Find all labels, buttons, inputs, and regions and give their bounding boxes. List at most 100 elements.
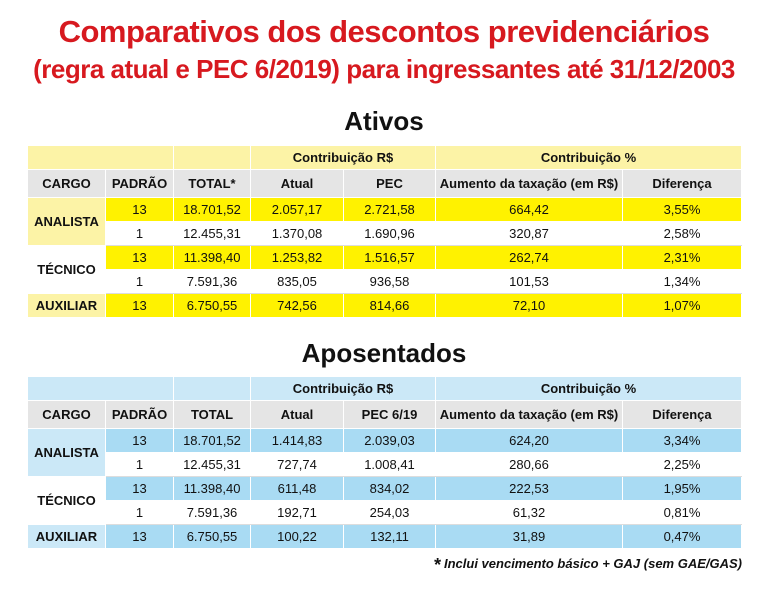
column-header: Aumento da taxação (em R$) xyxy=(435,169,623,198)
padrao-cell: 1 xyxy=(105,269,174,294)
total-cell: 6.750,55 xyxy=(173,293,251,318)
total-cell: 7.591,36 xyxy=(173,269,251,294)
pec-cell: 1.690,96 xyxy=(343,221,436,246)
table-row: ANALISTA 13 18.701,52 2.057,17 2.721,58 664,4… xyxy=(27,197,742,246)
footnote: * Inclui vencimento básico + GAJ (sem GA… xyxy=(433,555,742,576)
pec-cell: 936,58 xyxy=(343,269,436,294)
padrao-cell: 1 xyxy=(105,452,174,477)
diferenca-cell: 2,31% xyxy=(622,245,742,270)
diferenca-cell: 3,34% xyxy=(622,428,742,453)
table-row: 1 7.591,36 192,71 254,03 61,32 0,81% xyxy=(28,500,742,525)
ativos-heading: Ativos xyxy=(344,106,424,136)
cargo-cell: TÉCNICO xyxy=(27,245,106,294)
table-row: 1 12.455,31 1.370,08 1.690,96 320,87 2,58% xyxy=(28,221,742,246)
blank-header xyxy=(27,376,174,401)
aumento-cell: 61,32 xyxy=(435,500,623,525)
column-header: CARGO xyxy=(27,400,106,429)
aumento-cell: 262,74 xyxy=(435,245,623,270)
column-header: PEC xyxy=(343,169,436,198)
padrao-cell: 1 xyxy=(105,500,174,525)
atual-cell: 727,74 xyxy=(250,452,344,477)
footnote-mark: * xyxy=(433,555,441,575)
atual-cell: 1.414,83 xyxy=(250,428,344,453)
atual-cell: 742,56 xyxy=(250,293,344,318)
atual-cell: 611,48 xyxy=(250,476,344,501)
column-header: PADRÃO xyxy=(105,400,174,429)
column-header: Diferença xyxy=(622,169,742,198)
aumento-cell: 624,20 xyxy=(435,428,623,453)
ativos-table: Contribuição R$ Contribuição % CARGO PADRÃO… xyxy=(27,145,742,318)
aumento-cell: 280,66 xyxy=(435,452,623,477)
title-line-2: (regra atual e PEC 6/2019) para ingressa… xyxy=(33,54,735,84)
table-row: 1 12.455,31 727,74 1.008,41 280,66 2,25% xyxy=(28,452,742,477)
blank-header xyxy=(27,145,174,170)
blank-header xyxy=(173,376,251,401)
diferenca-cell: 1,07% xyxy=(622,293,742,318)
table-row: 1 7.591,36 835,05 936,58 101,53 1,34% xyxy=(28,269,742,294)
atual-cell: 1.253,82 xyxy=(250,245,344,270)
cargo-cell: AUXILIAR xyxy=(27,524,106,549)
cargo-cell: AUXILIAR xyxy=(27,293,106,318)
atual-cell: 192,71 xyxy=(250,500,344,525)
title-line-1: Comparativos dos descontos previdenciári… xyxy=(58,14,710,49)
column-header: Diferença xyxy=(622,400,742,429)
aumento-cell: 31,89 xyxy=(435,524,623,549)
blank-header xyxy=(173,145,251,170)
padrao-cell: 13 xyxy=(105,476,174,501)
column-header: Atual xyxy=(250,400,344,429)
atual-cell: 2.057,17 xyxy=(250,197,344,222)
total-cell: 7.591,36 xyxy=(173,500,251,525)
column-header-row: CARGO PADRÃO TOTAL* Atual PEC Aumento da taxa… xyxy=(27,169,742,198)
group-header-rs: Contribuição R$ xyxy=(250,145,436,170)
pec-cell: 2.721,58 xyxy=(343,197,436,222)
group-header-row: Contribuição R$ Contribuição % xyxy=(27,145,742,170)
aumento-cell: 320,87 xyxy=(435,221,623,246)
table-row: TÉCNICO 13 11.398,40 611,48 834,02 222,53 1,95… xyxy=(27,476,742,525)
pec-cell: 132,11 xyxy=(343,524,436,549)
atual-cell: 100,22 xyxy=(250,524,344,549)
group-header-row: Contribuição R$ Contribuição % xyxy=(27,376,742,401)
pec-cell: 1.516,57 xyxy=(343,245,436,270)
pec-cell: 2.039,03 xyxy=(343,428,436,453)
pec-cell: 254,03 xyxy=(343,500,436,525)
footnote-text: Inclui vencimento básico + GAJ (sem GAE/… xyxy=(444,556,742,571)
padrao-cell: 13 xyxy=(105,293,174,318)
total-cell: 12.455,31 xyxy=(173,221,251,246)
diferenca-cell: 0,81% xyxy=(622,500,742,525)
total-cell: 11.398,40 xyxy=(173,476,251,501)
group-header-pct: Contribuição % xyxy=(435,376,742,401)
column-header: Atual xyxy=(250,169,344,198)
total-cell: 12.455,31 xyxy=(173,452,251,477)
aumento-cell: 101,53 xyxy=(435,269,623,294)
total-cell: 18.701,52 xyxy=(173,428,251,453)
aumento-cell: 72,10 xyxy=(435,293,623,318)
diferenca-cell: 2,58% xyxy=(622,221,742,246)
column-header: CARGO xyxy=(27,169,106,198)
table-row: AUXILIAR 13 6.750,55 742,56 814,66 72,10 1,07% xyxy=(27,293,742,318)
atual-cell: 835,05 xyxy=(250,269,344,294)
padrao-cell: 13 xyxy=(105,245,174,270)
diferenca-cell: 1,95% xyxy=(622,476,742,501)
column-header: TOTAL* xyxy=(173,169,251,198)
cargo-cell: TÉCNICO xyxy=(27,476,106,525)
total-cell: 11.398,40 xyxy=(173,245,251,270)
aumento-cell: 664,42 xyxy=(435,197,623,222)
pec-cell: 1.008,41 xyxy=(343,452,436,477)
padrao-cell: 13 xyxy=(105,428,174,453)
aumento-cell: 222,53 xyxy=(435,476,623,501)
atual-cell: 1.370,08 xyxy=(250,221,344,246)
pec-cell: 814,66 xyxy=(343,293,436,318)
padrao-cell: 1 xyxy=(105,221,174,246)
diferenca-cell: 2,25% xyxy=(622,452,742,477)
diferenca-cell: 1,34% xyxy=(622,269,742,294)
cargo-cell: ANALISTA xyxy=(27,428,106,477)
table-row: AUXILIAR 13 6.750,55 100,22 132,11 31,89 0,47% xyxy=(27,524,742,549)
column-header: Aumento da taxação (em R$) xyxy=(435,400,623,429)
pec-cell: 834,02 xyxy=(343,476,436,501)
padrao-cell: 13 xyxy=(105,524,174,549)
aposentados-table: Contribuição R$ Contribuição % CARGO PADRÃO… xyxy=(27,376,742,549)
cargo-cell: ANALISTA xyxy=(27,197,106,246)
group-header-pct: Contribuição % xyxy=(435,145,742,170)
column-header: TOTAL xyxy=(173,400,251,429)
aposentados-heading: Aposentados xyxy=(301,338,467,368)
